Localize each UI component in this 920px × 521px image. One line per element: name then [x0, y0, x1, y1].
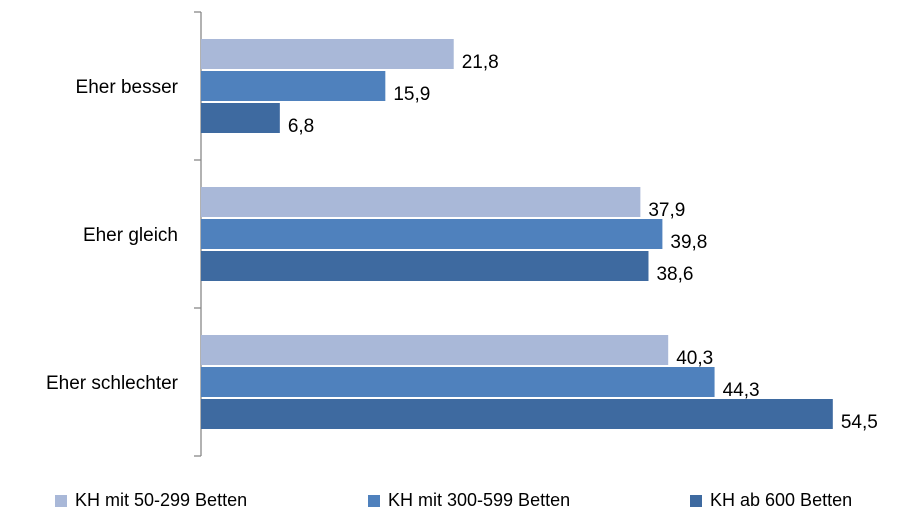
bars: [201, 39, 833, 429]
bar: [201, 187, 641, 217]
bar: [201, 103, 280, 133]
legend-item-300-599: KH mit 300-599 Betten: [368, 490, 570, 511]
data-label: 40,3: [676, 348, 713, 369]
legend-swatch-600: [690, 494, 702, 507]
bar: [201, 367, 715, 397]
data-label: 54,5: [841, 412, 878, 433]
bar: [201, 335, 669, 365]
legend: KH mit 50-299 Betten KH mit 300-599 Bett…: [0, 490, 920, 516]
legend-label-50-299: KH mit 50-299 Betten: [75, 490, 248, 510]
legend-label-600: KH ab 600 Betten: [710, 490, 853, 510]
data-label: 15,9: [393, 84, 430, 105]
data-label: 21,8: [462, 52, 499, 73]
legend-item-50-299: KH mit 50-299 Betten: [55, 490, 247, 511]
bar: [201, 399, 833, 429]
category-axis: [194, 11, 202, 457]
data-label: 44,3: [723, 380, 760, 401]
legend-label-300-599: KH mit 300-599 Betten: [388, 490, 571, 510]
category-label: Eher besser: [76, 77, 179, 98]
category-labels: Eher besser Eher gleich Eher schlechter: [46, 77, 179, 394]
legend-swatch-50-299: [55, 494, 67, 507]
data-label: 39,8: [670, 232, 707, 253]
category-label: Eher gleich: [83, 225, 178, 246]
data-labels: 21,8 15,9 6,8 37,9 39,8 38,6 40,3 44,3 54,5: [288, 52, 878, 433]
bar: [201, 251, 649, 281]
legend-swatch-300-599: [368, 494, 380, 507]
bar: [201, 219, 663, 249]
data-label: 6,8: [288, 116, 314, 137]
category-label: Eher schlechter: [46, 373, 179, 394]
legend-item-600: KH ab 600 Betten: [690, 490, 852, 511]
data-label: 37,9: [648, 200, 685, 221]
bar: [201, 71, 386, 101]
data-label: 38,6: [656, 264, 693, 285]
bar: [201, 39, 454, 69]
bar-chart: 21,8 15,9 6,8 37,9 39,8 38,6 40,3 44,3 54,5 Eher…: [46, 11, 878, 457]
